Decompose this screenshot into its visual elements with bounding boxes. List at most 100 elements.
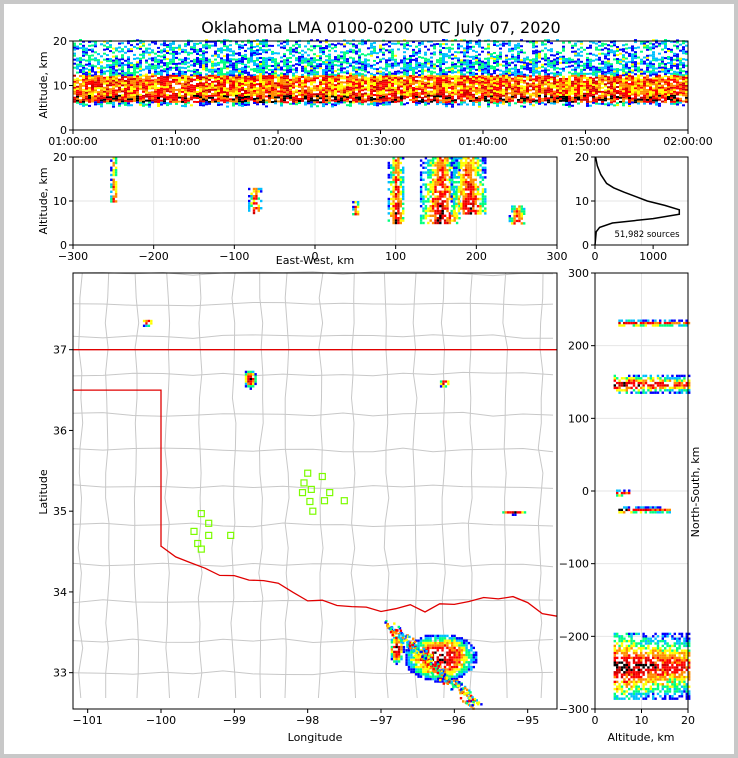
source-pixel <box>238 46 241 49</box>
source-pixel <box>307 72 310 75</box>
source-pixel <box>481 80 484 83</box>
source-pixel <box>544 87 547 90</box>
source-pixel <box>421 98 424 101</box>
source-pixel <box>562 59 565 62</box>
source-pixel <box>571 100 574 103</box>
source-pixel <box>601 62 604 65</box>
source-pixel <box>133 77 136 80</box>
source-pixel <box>562 41 565 44</box>
source-pixel <box>211 40 214 43</box>
source-pixel <box>157 95 160 97</box>
source-pixel <box>127 78 130 81</box>
source-pixel <box>676 103 679 106</box>
source-pixel <box>628 105 631 107</box>
source-pixel <box>181 96 184 99</box>
source-pixel <box>466 95 469 98</box>
source-pixel <box>310 73 313 76</box>
source-pixel <box>169 86 172 89</box>
source-pixel <box>622 68 625 71</box>
source-pixel <box>313 67 316 70</box>
source-pixel <box>664 75 667 78</box>
source-pixel <box>283 89 286 92</box>
source-pixel <box>379 48 382 51</box>
source-pixel <box>124 71 127 74</box>
source-pixel <box>682 76 685 79</box>
source-pixel <box>355 50 358 53</box>
source-pixel <box>226 75 229 78</box>
source-pixel <box>355 52 358 55</box>
source-pixel <box>589 52 592 55</box>
source-pixel <box>619 84 622 87</box>
source-pixel <box>283 75 286 78</box>
source-pixel <box>655 59 658 62</box>
source-pixel <box>172 72 175 75</box>
source-pixel <box>103 52 106 55</box>
source-pixel <box>598 98 601 101</box>
source-pixel <box>157 80 160 83</box>
source-pixel <box>91 84 94 87</box>
source-pixel <box>634 51 637 54</box>
source-pixel <box>91 90 94 93</box>
source-pixel <box>547 85 550 88</box>
source-pixel <box>262 95 265 98</box>
source-pixel <box>148 47 151 50</box>
source-pixel <box>79 47 82 50</box>
source-pixel <box>145 51 148 54</box>
source-pixel <box>508 100 511 103</box>
source-pixel <box>634 81 637 84</box>
source-pixel <box>82 102 85 105</box>
source-pixel <box>112 195 115 198</box>
source-pixel <box>114 200 118 203</box>
source-pixel <box>298 61 301 64</box>
source-pixel <box>304 57 307 60</box>
source-pixel <box>517 96 520 99</box>
source-pixel <box>337 84 340 87</box>
source-pixel <box>172 56 175 59</box>
source-pixel <box>493 60 496 62</box>
source-pixel <box>334 50 337 53</box>
source-pixel <box>436 61 439 64</box>
source-pixel <box>619 96 622 99</box>
source-pixel <box>619 86 622 89</box>
source-pixel <box>430 76 433 79</box>
source-pixel <box>460 85 463 88</box>
source-pixel <box>469 77 472 80</box>
source-pixel <box>238 68 241 71</box>
source-pixel <box>337 98 340 101</box>
source-pixel <box>110 195 113 198</box>
source-pixel <box>649 42 652 45</box>
source-pixel <box>106 84 109 87</box>
source-pixel <box>340 77 343 80</box>
source-pixel <box>397 72 400 75</box>
source-pixel <box>409 55 412 57</box>
source-pixel <box>679 97 682 100</box>
source-pixel <box>604 73 607 76</box>
source-pixel <box>286 89 289 92</box>
source-pixel <box>73 44 76 47</box>
source-pixel <box>400 103 403 106</box>
source-pixel <box>625 47 628 50</box>
source-pixel <box>508 72 511 75</box>
source-pixel <box>634 65 637 68</box>
source-pixel <box>88 104 91 107</box>
source-pixel <box>430 100 433 103</box>
source-pixel <box>430 96 433 99</box>
source-pixel <box>457 97 460 100</box>
source-pixel <box>619 80 622 83</box>
source-pixel <box>103 82 106 85</box>
source-pixel <box>487 89 490 92</box>
source-pixel <box>238 44 241 47</box>
source-pixel <box>376 88 379 91</box>
source-pixel <box>157 54 160 57</box>
source-pixel <box>571 96 574 99</box>
source-pixel <box>625 85 628 88</box>
source-pixel <box>397 62 400 65</box>
source-pixel <box>163 96 166 99</box>
source-pixel <box>586 86 589 89</box>
source-pixel <box>601 68 604 71</box>
source-pixel <box>610 77 613 80</box>
source-pixel <box>160 69 163 72</box>
source-pixel <box>334 98 337 101</box>
source-pixel <box>343 81 346 84</box>
source-pixel <box>547 97 550 100</box>
